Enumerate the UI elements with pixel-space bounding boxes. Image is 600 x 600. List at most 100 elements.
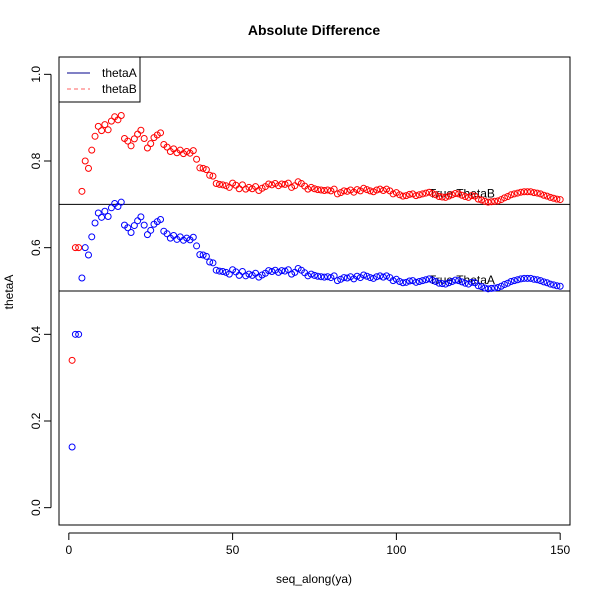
data-point-thetaA bbox=[183, 234, 191, 242]
data-point-thetaA bbox=[500, 281, 508, 288]
data-point-thetaA bbox=[399, 279, 407, 287]
data-point-thetaB bbox=[274, 182, 282, 190]
data-point-thetaA bbox=[265, 267, 273, 275]
data-point-thetaA bbox=[143, 231, 151, 239]
data-point-thetaA bbox=[520, 274, 528, 282]
data-point-thetaB bbox=[523, 188, 531, 196]
data-point-thetaB bbox=[442, 193, 450, 201]
data-point-thetaA bbox=[402, 278, 410, 286]
data-point-thetaB bbox=[107, 117, 115, 125]
chart-title: Absolute Difference bbox=[248, 22, 380, 38]
data-point-thetaA bbox=[550, 281, 558, 289]
data-point-thetaB bbox=[225, 183, 233, 191]
x-tick-label: 0 bbox=[65, 543, 72, 557]
data-point-thetaA bbox=[117, 198, 125, 206]
data-point-thetaA bbox=[333, 277, 341, 285]
data-point-thetaA bbox=[75, 330, 83, 338]
data-point-thetaA bbox=[360, 271, 368, 279]
data-point-thetaB bbox=[343, 187, 351, 195]
data-point-thetaB bbox=[527, 188, 535, 196]
data-point-thetaB bbox=[425, 188, 433, 196]
data-point-thetaA bbox=[343, 274, 351, 282]
data-point-thetaA bbox=[222, 268, 230, 276]
data-point-thetaB bbox=[432, 191, 440, 199]
data-point-thetaA bbox=[206, 258, 214, 266]
y-axis: 0.0 0.2 0.4 0.6 0.8 1.0 bbox=[29, 66, 52, 516]
data-point-thetaB bbox=[422, 189, 430, 197]
legend-box bbox=[58, 56, 141, 103]
data-point-thetaA bbox=[546, 280, 554, 288]
data-point-thetaB bbox=[494, 197, 502, 205]
data-point-thetaB bbox=[242, 185, 250, 193]
data-point-thetaB bbox=[500, 194, 508, 202]
data-point-thetaB bbox=[556, 196, 564, 204]
data-point-thetaB bbox=[504, 193, 512, 201]
data-point-thetaB bbox=[127, 142, 135, 150]
data-point-thetaA bbox=[340, 274, 348, 282]
data-point-thetaA bbox=[366, 274, 374, 282]
data-point-thetaA bbox=[468, 278, 476, 286]
data-point-thetaA bbox=[330, 272, 338, 280]
data-point-thetaA bbox=[504, 279, 512, 287]
y-tick-label: 0.6 bbox=[29, 239, 43, 256]
data-point-thetaB bbox=[510, 190, 518, 198]
data-point-thetaB bbox=[389, 190, 397, 198]
data-point-thetaA bbox=[137, 213, 145, 221]
data-point-thetaB bbox=[507, 191, 515, 199]
data-point-thetaA bbox=[517, 275, 525, 283]
data-point-thetaA bbox=[199, 251, 207, 259]
data-point-thetaA bbox=[107, 204, 115, 212]
data-point-thetaB bbox=[543, 192, 551, 200]
data-point-thetaB bbox=[284, 179, 292, 187]
data-point-thetaB bbox=[455, 190, 463, 198]
data-point-thetaA bbox=[389, 277, 397, 285]
data-point-thetaB bbox=[143, 144, 151, 152]
data-point-thetaB bbox=[94, 122, 102, 130]
data-point-thetaB bbox=[317, 186, 325, 194]
data-point-thetaA bbox=[68, 443, 76, 451]
data-point-thetaB bbox=[448, 191, 456, 199]
data-point-thetaB bbox=[461, 193, 469, 201]
data-point-thetaA bbox=[379, 273, 387, 281]
legend-label-thetaA: thetaA bbox=[102, 66, 137, 80]
data-point-thetaB bbox=[478, 196, 486, 204]
data-point-thetaB bbox=[245, 183, 253, 191]
data-point-thetaB bbox=[514, 189, 522, 197]
data-point-thetaB bbox=[487, 198, 495, 206]
data-point-thetaB bbox=[369, 188, 377, 196]
data-point-thetaB bbox=[376, 185, 384, 193]
data-point-thetaA bbox=[124, 224, 132, 232]
data-point-thetaB bbox=[101, 121, 109, 129]
data-point-thetaA bbox=[510, 277, 518, 285]
x-tick-label: 100 bbox=[386, 543, 406, 557]
data-point-thetaA bbox=[405, 277, 413, 285]
data-point-thetaA bbox=[324, 273, 332, 281]
data-point-thetaB bbox=[366, 187, 374, 195]
data-point-thetaB bbox=[530, 189, 538, 197]
legend: thetaA thetaB bbox=[58, 56, 141, 103]
data-point-thetaB bbox=[383, 185, 391, 193]
data-point-thetaA bbox=[101, 207, 109, 215]
data-point-thetaB bbox=[438, 193, 446, 201]
data-point-thetaB bbox=[428, 190, 436, 197]
data-point-thetaA bbox=[540, 278, 548, 286]
data-point-thetaA bbox=[556, 282, 564, 290]
data-point-thetaA bbox=[537, 277, 545, 285]
data-point-thetaB bbox=[360, 184, 368, 192]
data-point-thetaA bbox=[523, 274, 531, 282]
legend-label-thetaB: thetaB bbox=[102, 82, 137, 96]
data-point-thetaB bbox=[98, 127, 106, 135]
data-point-thetaA bbox=[373, 273, 381, 281]
data-point-thetaB bbox=[327, 187, 335, 195]
data-point-thetaA bbox=[311, 271, 318, 279]
y-tick-label: 0.0 bbox=[29, 499, 43, 516]
data-point-thetaB bbox=[373, 186, 381, 194]
data-point-thetaB bbox=[219, 181, 227, 189]
data-point-thetaA bbox=[202, 252, 210, 260]
data-point-thetaA bbox=[458, 278, 466, 286]
data-point-thetaA bbox=[419, 277, 427, 285]
data-point-thetaB bbox=[278, 180, 286, 188]
data-point-thetaB bbox=[311, 185, 318, 193]
data-point-thetaB bbox=[333, 190, 341, 198]
